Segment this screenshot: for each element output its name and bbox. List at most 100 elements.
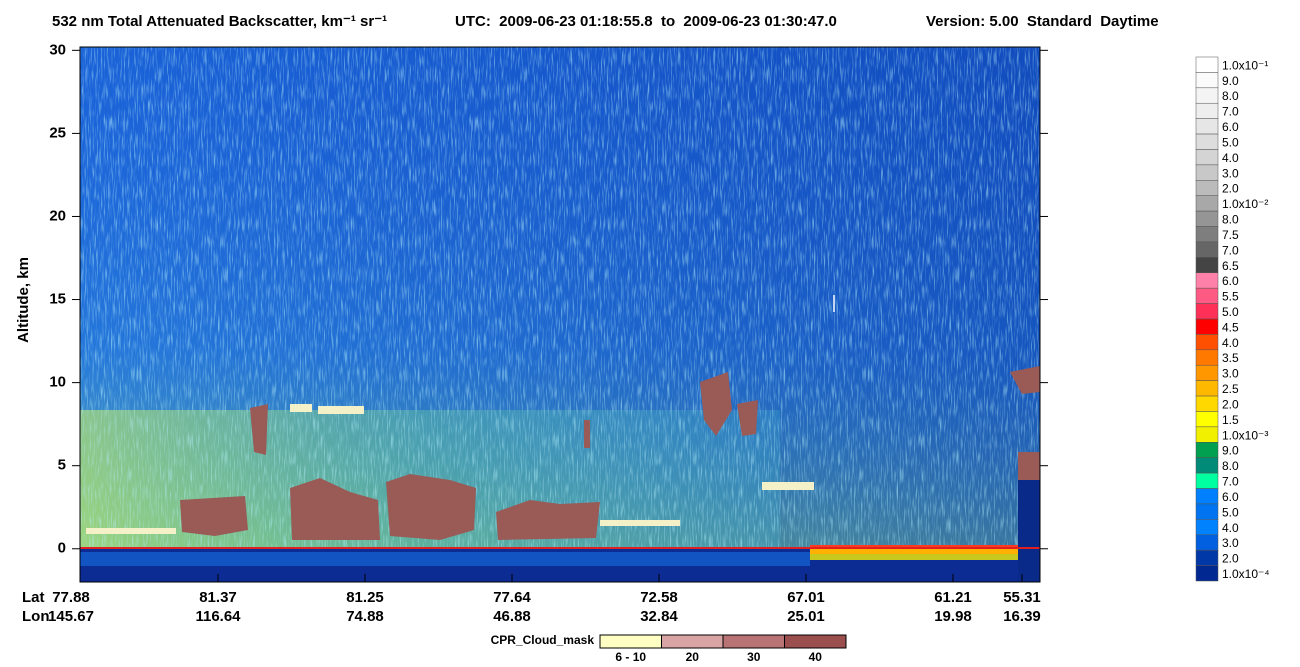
- time-range: UTC: 2009-06-23 01:18:55.8 to 2009-06-23…: [455, 13, 837, 30]
- colorbar-swatch: [1195, 87, 1219, 104]
- colorbar-swatch: [1195, 472, 1219, 489]
- colorbar-swatch: [1195, 180, 1219, 196]
- colorbar-swatch: [1195, 56, 1219, 73]
- x-tick-label: 81.25: [346, 589, 384, 606]
- y-axis-label: Altitude, km: [15, 257, 32, 343]
- legend-label: 30: [747, 650, 761, 664]
- colorbar-label: 8.0: [1222, 89, 1239, 103]
- legend-swatch: [661, 634, 724, 649]
- colorbar-swatch: [1195, 395, 1219, 412]
- colorbar-swatch: [1195, 303, 1219, 320]
- colorbar-label: 7.0: [1222, 243, 1239, 257]
- x-tick-label: 16.39: [1003, 608, 1041, 625]
- colorbar-label: 5.0: [1222, 505, 1239, 519]
- colorbar-label: 2.5: [1222, 382, 1239, 396]
- colorbar-swatch: [1195, 426, 1219, 443]
- colorbar-swatch: [1195, 565, 1219, 582]
- colorbar-swatch: [1195, 226, 1219, 243]
- x-tick-label: 55.31: [1003, 589, 1041, 606]
- y-tick-label: 30: [49, 41, 66, 58]
- colorbar-swatch: [1195, 488, 1219, 505]
- colorbar-label: 7.0: [1222, 475, 1239, 489]
- x-tick-label: 25.01: [787, 608, 825, 625]
- colorbar-label: 6.0: [1222, 274, 1239, 288]
- colorbar-swatch: [1195, 133, 1219, 150]
- colorbar-label: 5.5: [1222, 290, 1239, 304]
- legend-title: CPR_Cloud_mask: [491, 633, 595, 647]
- colorbar-swatch: [1195, 210, 1219, 227]
- colorbar-label: 7.0: [1222, 105, 1239, 119]
- x-tick-label: 145.67: [48, 608, 94, 625]
- colorbar-label: 7.5: [1222, 228, 1239, 242]
- colorbar-swatch: [1195, 241, 1219, 258]
- x-tick-label: 81.37: [199, 589, 237, 606]
- plot-frame: [79, 46, 1041, 583]
- colorbar-label: 2.0: [1222, 182, 1239, 196]
- legend-swatch: [722, 634, 785, 649]
- colorbar-swatch: [1195, 549, 1219, 566]
- colorbar-label: 4.0: [1222, 151, 1239, 165]
- colorbar-swatch: [1195, 102, 1219, 119]
- colorbar-label: 4.0: [1222, 336, 1239, 350]
- version: Version: 5.00 Standard Daytime: [926, 13, 1159, 30]
- colorbar-label: 8.0: [1222, 213, 1239, 227]
- colorbar-swatch: [1195, 442, 1219, 458]
- y-tick-label: 20: [49, 207, 66, 224]
- colorbar-swatch: [1195, 364, 1219, 381]
- legend-swatch: [599, 634, 662, 649]
- x-tick-label: 72.58: [640, 589, 678, 606]
- y-tick-label: 15: [49, 291, 66, 308]
- colorbar-label: 5.0: [1222, 135, 1239, 149]
- y-tick-label: 5: [58, 457, 66, 474]
- x-tick-label: 19.98: [934, 608, 972, 625]
- colorbar-swatch: [1195, 349, 1219, 366]
- y-tick-label: 0: [58, 540, 66, 557]
- legend-label: 40: [809, 650, 823, 664]
- chart-title: 532 nm Total Attenuated Backscatter, km⁻…: [52, 13, 387, 30]
- colorbar-swatch: [1195, 318, 1219, 335]
- x-tick-label: 116.64: [195, 608, 241, 625]
- colorbar-label: 8.0: [1222, 459, 1239, 473]
- x-tick-label: 61.21: [934, 589, 972, 606]
- legend-swatch: [784, 634, 847, 649]
- colorbar-swatch: [1195, 257, 1219, 274]
- colorbar-swatch: [1195, 72, 1219, 89]
- colorbar-label: 9.0: [1222, 74, 1239, 88]
- colorbar-label: 5.0: [1222, 305, 1239, 319]
- x-tick-label: 67.01: [787, 589, 825, 606]
- colorbar-label: 3.5: [1222, 351, 1239, 365]
- x-tick-label: 74.88: [346, 608, 384, 625]
- x-tick-label: 77.88: [52, 589, 90, 606]
- plot-image: [80, 47, 1040, 582]
- colorbar-swatch: [1195, 149, 1219, 166]
- colorbar-label: 2.0: [1222, 552, 1239, 566]
- colorbar-swatch: [1195, 334, 1219, 351]
- x-row-label: Lat: [22, 589, 45, 606]
- colorbar-label: 1.0x10⁻²: [1222, 197, 1268, 211]
- colorbar-swatch: [1195, 380, 1219, 397]
- colorbar-label: 1.0x10⁻¹: [1222, 58, 1268, 72]
- colorbar-swatch: [1195, 411, 1219, 428]
- colorbar-label: 1.5: [1222, 413, 1239, 427]
- colorbar-label: 1.0x10⁻³: [1222, 428, 1268, 442]
- colorbar-label: 6.0: [1222, 120, 1239, 134]
- colorbar-label: 6.5: [1222, 259, 1239, 273]
- colorbar-swatch: [1195, 503, 1219, 520]
- colorbar-label: 4.5: [1222, 320, 1239, 334]
- colorbar-swatch: [1195, 534, 1219, 551]
- colorbar-label: 9.0: [1222, 444, 1239, 458]
- colorbar-swatch: [1195, 287, 1219, 304]
- colorbar-label: 4.0: [1222, 521, 1239, 535]
- colorbar-label: 1.0x10⁻⁴: [1222, 567, 1270, 581]
- colorbar-label: 3.0: [1222, 536, 1239, 550]
- colorbar-swatch: [1195, 164, 1219, 181]
- colorbar-label: 2.0: [1222, 397, 1239, 411]
- colorbar-label: 3.0: [1222, 367, 1239, 381]
- colorbar-label: 6.0: [1222, 490, 1239, 504]
- x-tick-label: 77.64: [493, 589, 531, 606]
- colorbar-swatch: [1195, 118, 1219, 135]
- colorbar-swatch: [1195, 272, 1219, 289]
- y-tick-label: 25: [49, 124, 66, 141]
- colorbar-swatch: [1195, 195, 1219, 212]
